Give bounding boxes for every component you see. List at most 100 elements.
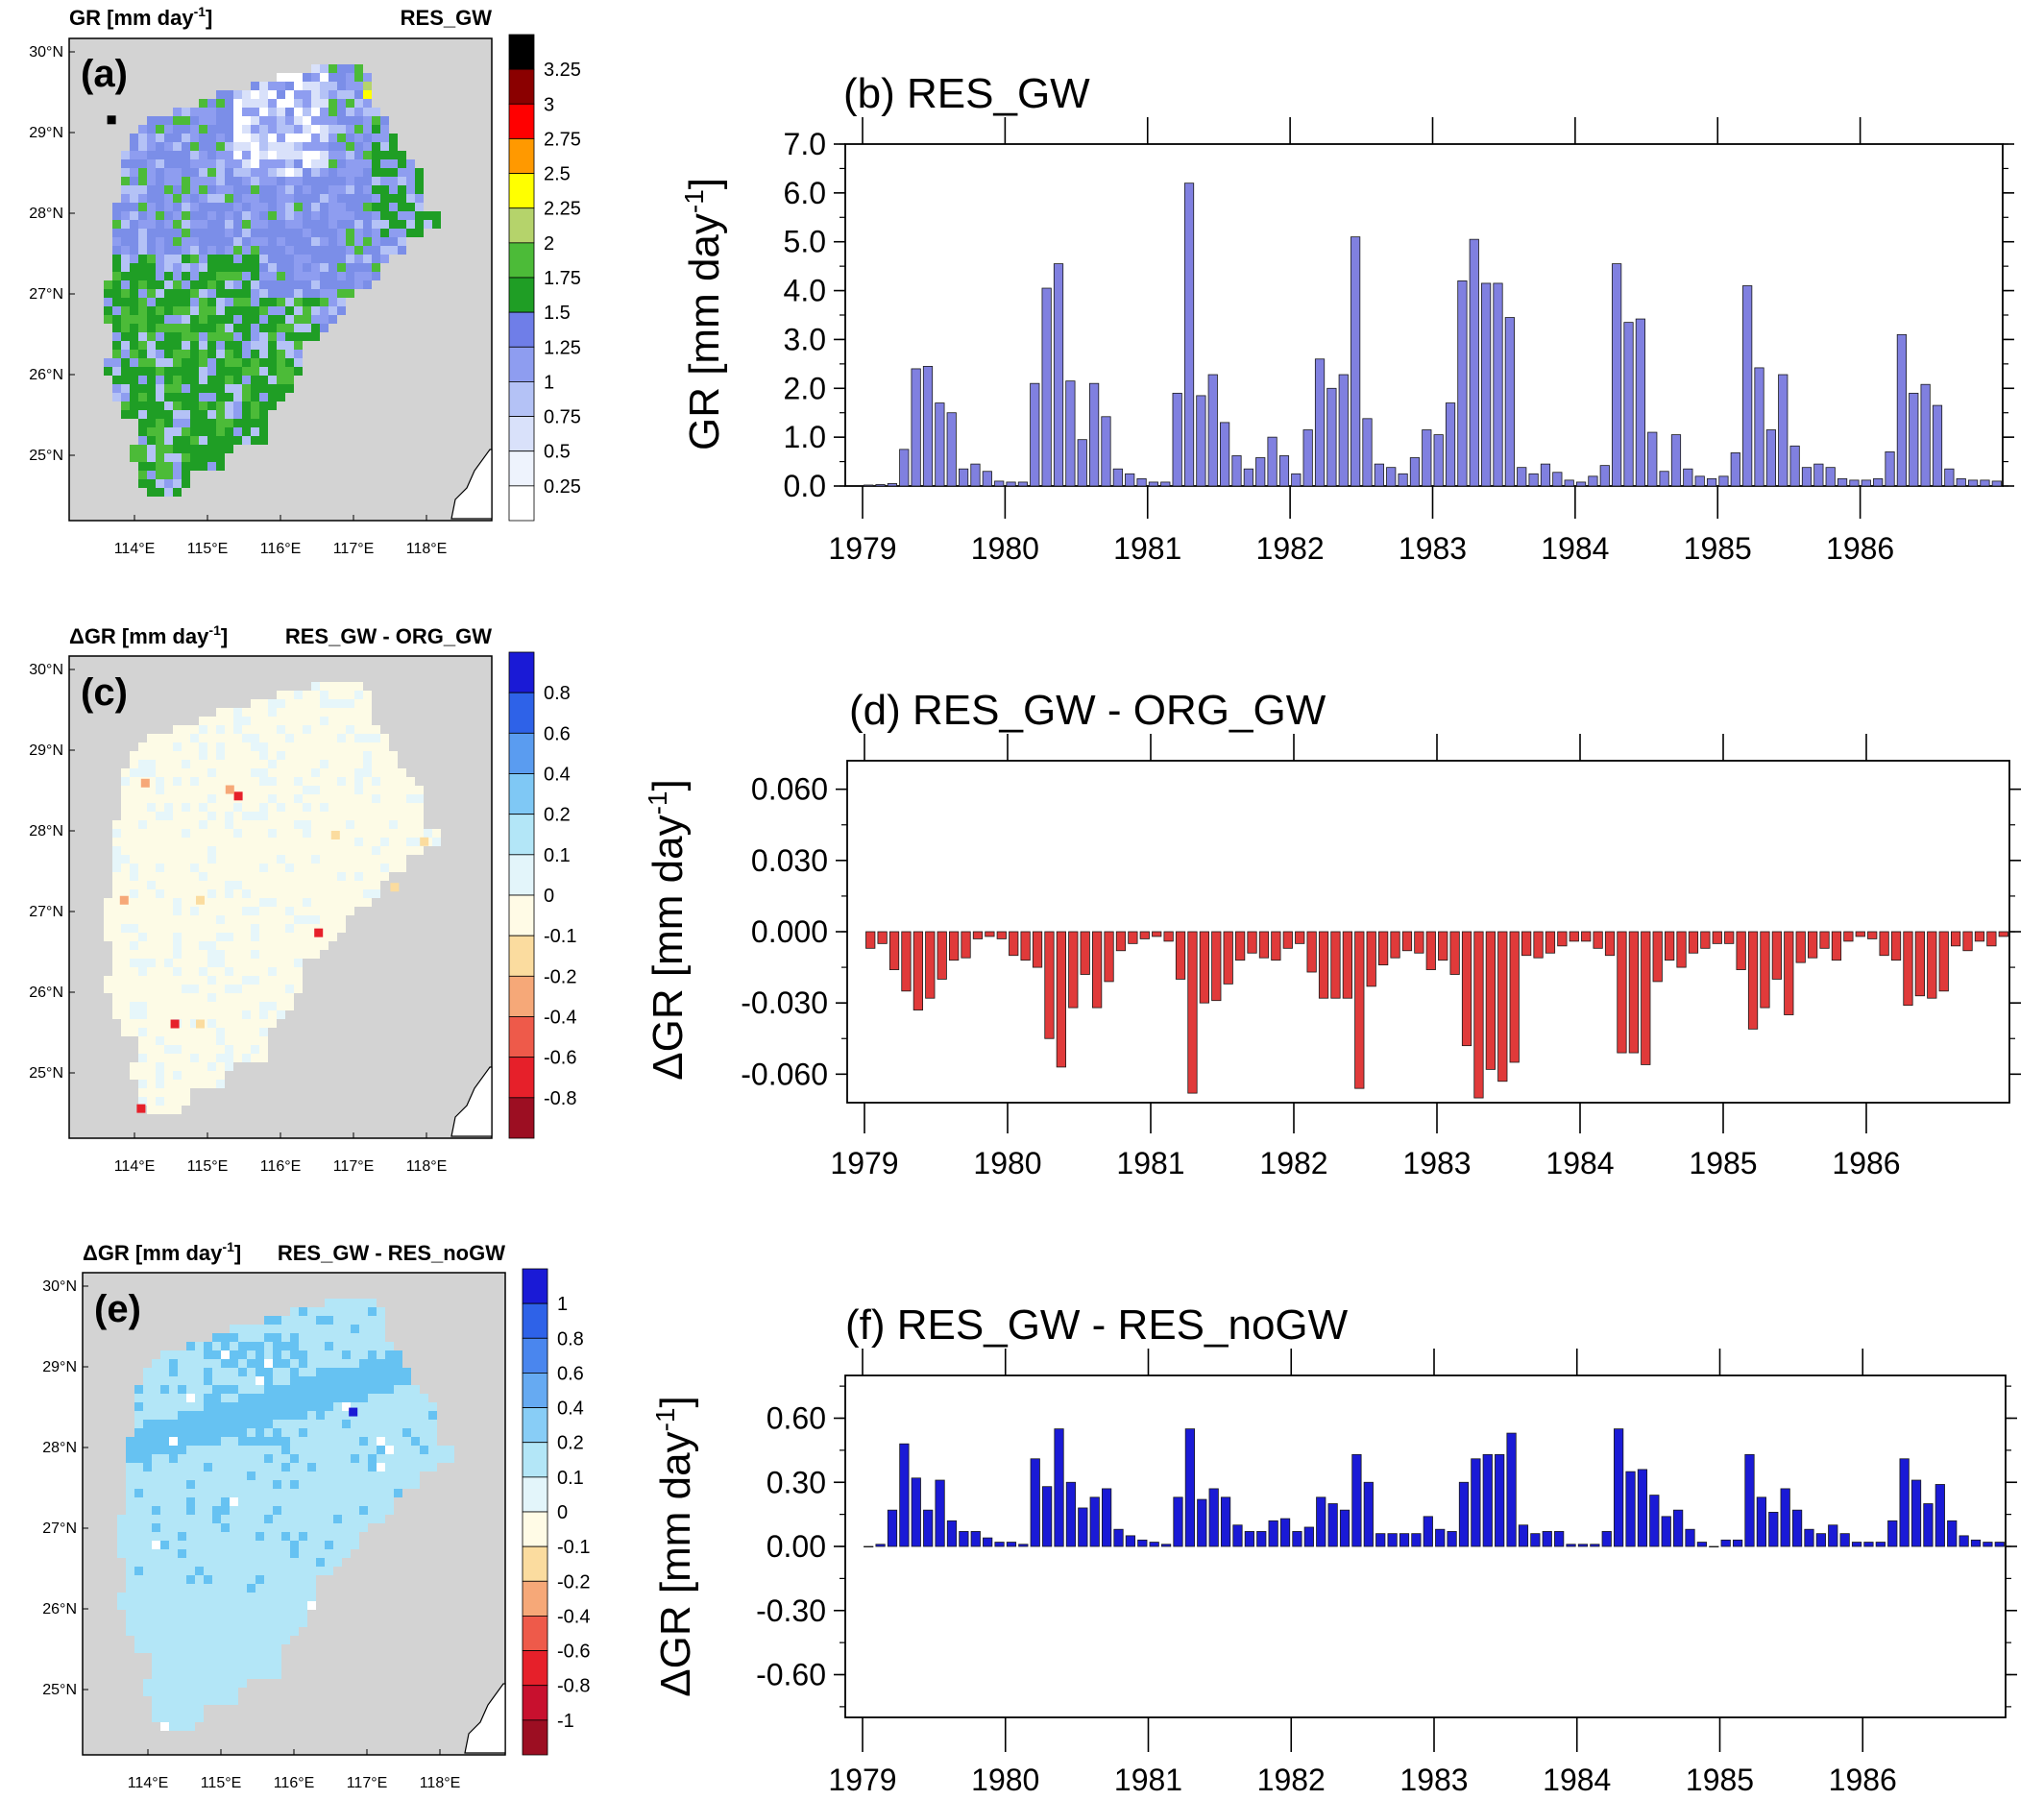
map-cell	[130, 229, 138, 237]
map-cell	[138, 768, 147, 777]
map-cell	[164, 453, 173, 462]
map-cell	[251, 393, 259, 401]
map-cell	[156, 1071, 164, 1080]
map-cell	[156, 315, 164, 324]
map-cell	[160, 1472, 169, 1480]
map-cell	[164, 1106, 173, 1114]
map-cell	[277, 229, 285, 237]
map-cell	[178, 1627, 186, 1636]
map-cell	[147, 462, 156, 471]
map-cell	[182, 384, 190, 393]
map-cell	[164, 777, 173, 786]
map-cell	[259, 341, 268, 350]
map-cell	[256, 1454, 264, 1463]
bar	[1974, 931, 1985, 942]
map-cell	[251, 289, 259, 298]
map-cell	[372, 185, 380, 194]
map-cell	[285, 272, 294, 280]
map-cell	[147, 872, 156, 881]
map-cell	[346, 725, 354, 734]
map-cell	[385, 1359, 394, 1368]
map-cell	[251, 915, 259, 924]
chart-d-title: (d) RES_GW - ORG_GW	[849, 687, 1326, 734]
map-cell	[164, 898, 173, 907]
map-cell	[138, 933, 147, 941]
map-cell	[328, 933, 337, 941]
map-cell	[233, 246, 242, 255]
map-cell	[377, 1394, 385, 1402]
map-cell	[368, 1342, 377, 1350]
map-cell	[242, 915, 251, 924]
map-cell	[204, 1376, 212, 1385]
map-cell	[204, 1541, 212, 1549]
map-cell	[225, 838, 233, 846]
colorbar-swatch	[508, 854, 535, 896]
map-cell	[285, 950, 294, 959]
map-cell	[173, 453, 182, 462]
bar	[1268, 1520, 1278, 1547]
map-cell	[328, 108, 337, 116]
map-cell	[385, 1350, 394, 1359]
map-cell	[290, 1325, 299, 1333]
map-cell	[199, 768, 207, 777]
map-cell	[160, 1368, 169, 1376]
map-cell	[164, 941, 173, 950]
colorbar-label: 0.8	[544, 683, 571, 704]
map-cell	[247, 1411, 256, 1420]
map-cell	[268, 889, 277, 898]
map-cell	[303, 211, 311, 220]
map-cell	[164, 794, 173, 803]
map-cell	[230, 1342, 238, 1350]
map-cell	[212, 1593, 221, 1601]
bar	[1423, 1516, 1433, 1547]
bar	[1077, 439, 1087, 487]
map-cell	[285, 168, 294, 177]
map-cell	[281, 1368, 290, 1376]
map-cell	[251, 803, 259, 812]
map-cell	[346, 142, 354, 151]
map-cell	[173, 1097, 182, 1106]
map-cell	[264, 1463, 273, 1472]
map-cell	[372, 820, 380, 829]
map-cell	[346, 177, 354, 185]
map-cell	[406, 812, 415, 820]
map-cell	[380, 768, 389, 777]
map-cell	[406, 203, 415, 211]
map-cell	[256, 1515, 264, 1523]
map-cell	[294, 177, 303, 185]
map-cell	[147, 376, 156, 384]
x-tick-label: 1980	[973, 1146, 1041, 1180]
map-cell	[307, 1420, 316, 1428]
map-cell	[182, 393, 190, 401]
map-cell	[389, 220, 398, 229]
map-cell	[182, 341, 190, 350]
map-cell	[212, 1385, 221, 1394]
map-cell	[281, 1350, 290, 1359]
map-cell	[285, 203, 294, 211]
map-cell	[195, 1463, 204, 1472]
map-cell	[182, 734, 190, 742]
map-cell	[230, 1618, 238, 1627]
map-cell	[112, 220, 121, 229]
map-cell	[130, 263, 138, 272]
map-cell	[277, 760, 285, 768]
map-cell	[173, 488, 182, 497]
map-cell	[178, 1454, 186, 1463]
bar	[1481, 282, 1492, 487]
map-cell	[354, 272, 363, 280]
map-cell	[303, 864, 311, 872]
map-cell	[307, 1515, 316, 1523]
map-cell	[147, 1080, 156, 1088]
map-cell	[138, 445, 147, 453]
map-cell	[346, 855, 354, 864]
map-cell	[156, 237, 164, 246]
bar	[1659, 471, 1669, 487]
map-cell	[182, 134, 190, 142]
map-cell	[147, 941, 156, 950]
map-cell	[299, 1402, 307, 1411]
map-cell	[199, 427, 207, 436]
map-cell	[207, 116, 216, 125]
chart-f-ylabel: ΔGR [mm day-1]	[650, 1396, 699, 1696]
map-cell	[359, 1420, 368, 1428]
map-cell	[372, 794, 380, 803]
